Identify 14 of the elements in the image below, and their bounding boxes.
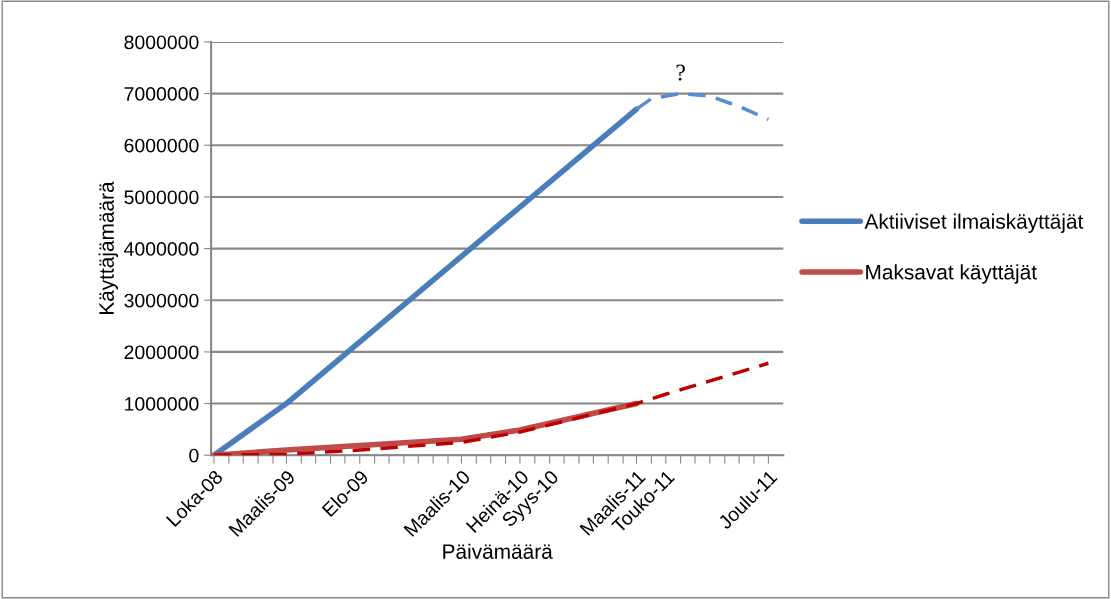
legend-label: Aktiiviset ilmaiskäyttäjät — [864, 213, 1084, 233]
y-axis-title: Käyttäjämäärä — [98, 181, 119, 315]
y-tick-label: 3000000 — [124, 293, 199, 308]
y-tick-label: 1000000 — [125, 397, 199, 411]
y-tick-label: 6000000 — [124, 138, 199, 153]
x-axis-title: Päivämäärä — [443, 543, 553, 559]
y-tick-label: 8000000 — [124, 35, 199, 50]
y-tick-label: 4000000 — [124, 242, 199, 256]
y-tick-label: 0 — [189, 448, 199, 463]
y-tick-label: 7000000 — [124, 87, 199, 101]
y-tick-label: 2000000 — [124, 345, 199, 360]
legend-label: Maksavat käyttäjät — [866, 264, 1037, 284]
y-tick-label: 5000000 — [124, 190, 199, 205]
annotation: ? — [676, 64, 685, 81]
